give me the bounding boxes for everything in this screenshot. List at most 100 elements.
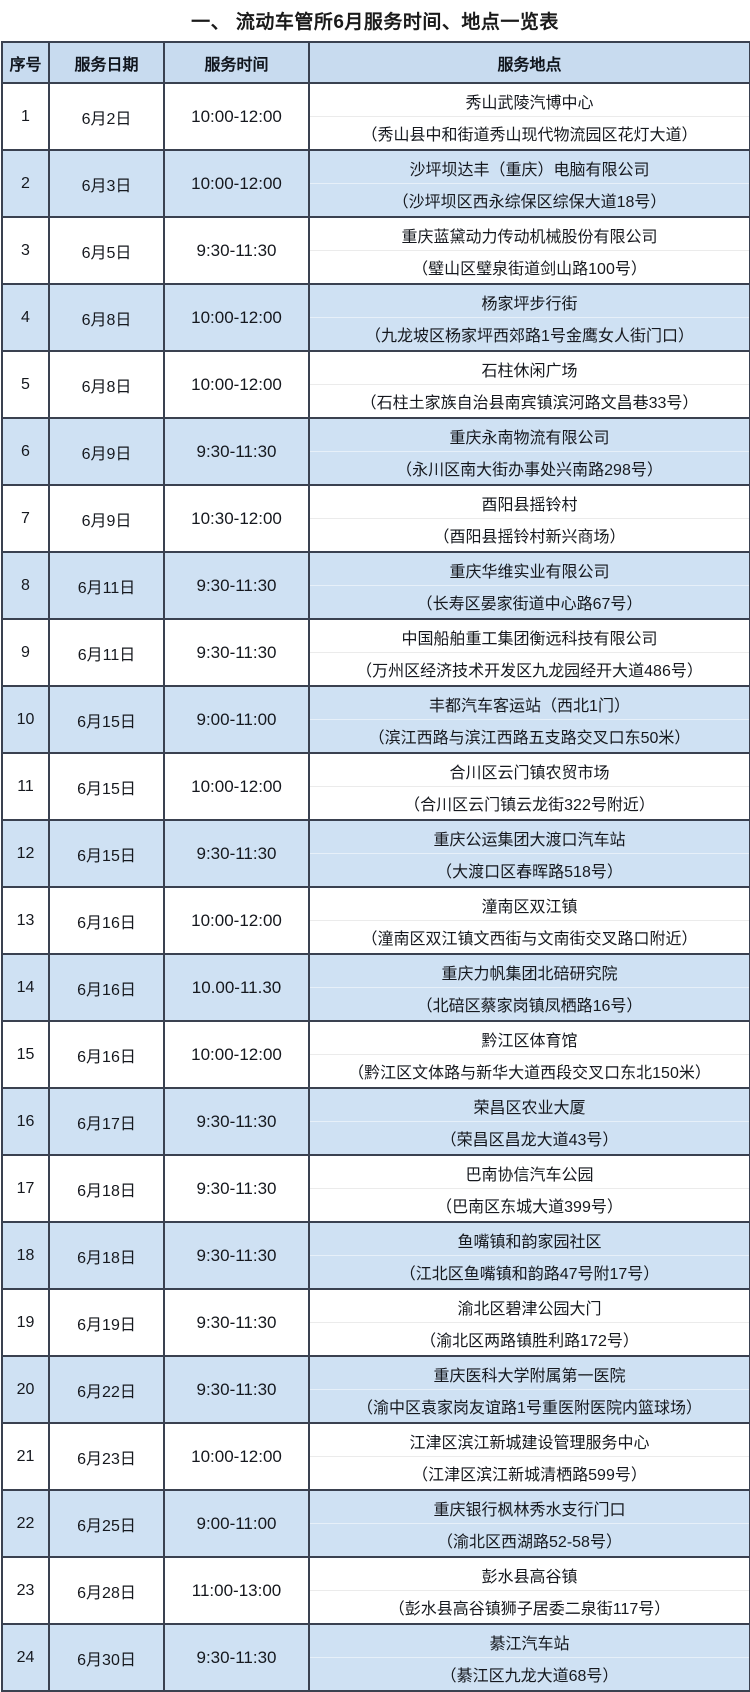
table-row: 17 6月18日 9:30-11:30 巴南协信汽车公园 （巴南区东城大道399号） xyxy=(1,1154,750,1223)
table-row: 23 6月28日 11:00-13:00 彭水县高谷镇 （彭水县高谷镇狮子居委二泉街11… xyxy=(1,1556,750,1625)
row-number: 19 xyxy=(1,1288,50,1357)
service-date: 6月11日 xyxy=(48,618,165,687)
row-number: 9 xyxy=(1,618,50,687)
service-time: 9:30-11:30 xyxy=(163,216,310,285)
service-date: 6月15日 xyxy=(48,752,165,821)
table-row: 1 6月2日 10:00-12:00 秀山武陵汽博中心 （秀山县中和街道秀山现代物流园区… xyxy=(1,82,750,151)
location-venue: 重庆医科大学附属第一医院 xyxy=(311,1358,748,1390)
service-date: 6月3日 xyxy=(48,149,165,218)
service-time: 10.00-11.30 xyxy=(163,953,310,1022)
row-number: 2 xyxy=(1,149,50,218)
service-time: 10:00-12:00 xyxy=(163,149,310,218)
table-row: 6 6月9日 9:30-11:30 重庆永南物流有限公司 （永川区南大街办事处兴南路29… xyxy=(1,417,750,486)
service-time: 10:00-12:00 xyxy=(163,82,310,151)
service-date: 6月19日 xyxy=(48,1288,165,1357)
location-venue: 綦江汽车站 xyxy=(311,1626,748,1658)
location-address: （酉阳县摇铃村新兴商场） xyxy=(433,528,626,546)
header-row: 序号 服务日期 服务时间 服务地点 xyxy=(1,41,750,84)
table-row: 9 6月11日 9:30-11:30 中国船舶重工集团衡远科技有限公司 （万州区经济技术… xyxy=(1,618,750,687)
row-number: 21 xyxy=(1,1422,50,1491)
service-date: 6月5日 xyxy=(48,216,165,285)
service-time: 9:30-11:30 xyxy=(163,1623,310,1692)
location-address: （巴南区东城大道399号） xyxy=(436,1198,623,1216)
service-date: 6月30日 xyxy=(48,1623,165,1692)
location-venue: 渝北区碧津公园大门 xyxy=(311,1291,748,1323)
service-time: 9:30-11:30 xyxy=(163,819,310,888)
table-row: 7 6月9日 10:30-12:00 酉阳县摇铃村 （酉阳县摇铃村新兴商场） xyxy=(1,484,750,553)
location-address: （秀山县中和街道秀山现代物流园区花灯大道） xyxy=(361,126,698,144)
service-location: 中国船舶重工集团衡远科技有限公司 （万州区经济技术开发区九龙园经开大道486号） xyxy=(308,618,750,687)
service-time: 9:30-11:30 xyxy=(163,417,310,486)
col-header-date: 服务日期 xyxy=(48,41,165,84)
service-date: 6月9日 xyxy=(48,484,165,553)
location-venue: 重庆力帆集团北碚研究院 xyxy=(311,956,748,988)
table-row: 20 6月22日 9:30-11:30 重庆医科大学附属第一医院 （渝中区袁家岗友谊路1… xyxy=(1,1355,750,1424)
service-location: 丰都汽车客运站（西北1门） （滨江西路与滨江西路五支路交叉口东50米） xyxy=(308,685,750,754)
service-time: 9:30-11:30 xyxy=(163,1221,310,1290)
service-time: 9:30-11:30 xyxy=(163,618,310,687)
row-number: 7 xyxy=(1,484,50,553)
location-venue: 鱼嘴镇和韵家园社区 xyxy=(311,1224,748,1256)
table-row: 12 6月15日 9:30-11:30 重庆公运集团大渡口汽车站 （大渡口区春晖路518… xyxy=(1,819,750,888)
row-number: 20 xyxy=(1,1355,50,1424)
schedule-table: 序号 服务日期 服务时间 服务地点 1 6月2日 10:00-12:00 秀山武陵汽博… xyxy=(1,41,750,1692)
table-row: 5 6月8日 10:00-12:00 石柱休闲广场 （石柱土家族自治县南宾镇滨河路文昌巷… xyxy=(1,350,750,419)
location-address: （渝北区两路镇胜利路172号） xyxy=(420,1332,639,1350)
location-venue: 江津区滨江新城建设管理服务中心 xyxy=(311,1425,748,1457)
location-address: （永川区南大街办事处兴南路298号） xyxy=(396,461,663,479)
service-location: 渝北区碧津公园大门 （渝北区两路镇胜利路172号） xyxy=(308,1288,750,1357)
service-location: 重庆永南物流有限公司 （永川区南大街办事处兴南路298号） xyxy=(308,417,750,486)
row-number: 16 xyxy=(1,1087,50,1156)
table-row: 8 6月11日 9:30-11:30 重庆华维实业有限公司 （长寿区晏家街道中心路67号… xyxy=(1,551,750,620)
schedule-table-body: 1 6月2日 10:00-12:00 秀山武陵汽博中心 （秀山县中和街道秀山现代物流园区… xyxy=(1,82,750,1692)
service-location: 鱼嘴镇和韵家园社区 （江北区鱼嘴镇和韵路47号附17号） xyxy=(308,1221,750,1290)
table-row: 4 6月8日 10:00-12:00 杨家坪步行街 （九龙坡区杨家坪西郊路1号金鹰女人街… xyxy=(1,283,750,352)
service-location: 綦江汽车站 （綦江区九龙大道68号） xyxy=(308,1623,750,1692)
service-time: 9:00-11:00 xyxy=(163,1489,310,1558)
location-address: （渝北区西湖路52-58号） xyxy=(437,1533,622,1551)
service-time: 9:30-11:30 xyxy=(163,1154,310,1223)
location-address: （黔江区文体路与新华大道西段交叉口东北150米） xyxy=(348,1064,711,1082)
service-date: 6月8日 xyxy=(48,350,165,419)
row-number: 23 xyxy=(1,1556,50,1625)
service-time: 9:30-11:30 xyxy=(163,1087,310,1156)
service-date: 6月17日 xyxy=(48,1087,165,1156)
location-venue: 重庆华维实业有限公司 xyxy=(311,554,748,586)
location-venue: 沙坪坝达丰（重庆）电脑有限公司 xyxy=(311,152,748,184)
location-address: （綦江区九龙大道68号） xyxy=(440,1667,619,1685)
service-location: 重庆蓝黛动力传动机械股份有限公司 （璧山区璧泉街道剑山路100号） xyxy=(308,216,750,285)
location-address: （渝中区袁家岗友谊路1号重医附医院内篮球场） xyxy=(357,1399,702,1417)
service-location: 沙坪坝达丰（重庆）电脑有限公司 （沙坪坝区西永综保区综保大道18号） xyxy=(308,149,750,218)
service-time: 10:00-12:00 xyxy=(163,350,310,419)
location-venue: 荣昌区农业大厦 xyxy=(311,1090,748,1122)
location-address: （大渡口区春晖路518号） xyxy=(436,863,623,881)
location-address: （九龙坡区杨家坪西郊路1号金鹰女人街门口） xyxy=(365,327,694,345)
service-location: 重庆力帆集团北碚研究院 （北碚区蔡家岗镇凤栖路16号） xyxy=(308,953,750,1022)
location-venue: 中国船舶重工集团衡远科技有限公司 xyxy=(311,621,748,653)
service-date: 6月18日 xyxy=(48,1221,165,1290)
row-number: 24 xyxy=(1,1623,50,1692)
service-date: 6月15日 xyxy=(48,685,165,754)
service-date: 6月8日 xyxy=(48,283,165,352)
service-date: 6月16日 xyxy=(48,1020,165,1089)
row-number: 5 xyxy=(1,350,50,419)
service-time: 10:00-12:00 xyxy=(163,1422,310,1491)
service-location: 秀山武陵汽博中心 （秀山县中和街道秀山现代物流园区花灯大道） xyxy=(308,82,750,151)
row-number: 18 xyxy=(1,1221,50,1290)
service-time: 9:30-11:30 xyxy=(163,1288,310,1357)
page-title: 一、 流动车管所6月服务时间、地点一览表 xyxy=(191,12,559,33)
service-date: 6月2日 xyxy=(48,82,165,151)
location-venue: 重庆蓝黛动力传动机械股份有限公司 xyxy=(311,219,748,251)
service-time: 10:00-12:00 xyxy=(163,752,310,821)
service-location: 彭水县高谷镇 （彭水县高谷镇狮子居委二泉街117号） xyxy=(308,1556,750,1625)
row-number: 1 xyxy=(1,82,50,151)
row-number: 12 xyxy=(1,819,50,888)
table-row: 13 6月16日 10:00-12:00 潼南区双江镇 （潼南区双江镇文西街与文南街交叉… xyxy=(1,886,750,955)
table-row: 24 6月30日 9:30-11:30 綦江汽车站 （綦江区九龙大道68号） xyxy=(1,1623,750,1692)
table-row: 21 6月23日 10:00-12:00 江津区滨江新城建设管理服务中心 （江津区滨江新… xyxy=(1,1422,750,1491)
table-row: 11 6月15日 10:00-12:00 合川区云门镇农贸市场 （合川区云门镇云龙街32… xyxy=(1,752,750,821)
row-number: 22 xyxy=(1,1489,50,1558)
location-venue: 巴南协信汽车公园 xyxy=(311,1157,748,1189)
location-venue: 潼南区双江镇 xyxy=(311,889,748,921)
location-venue: 重庆公运集团大渡口汽车站 xyxy=(311,822,748,854)
